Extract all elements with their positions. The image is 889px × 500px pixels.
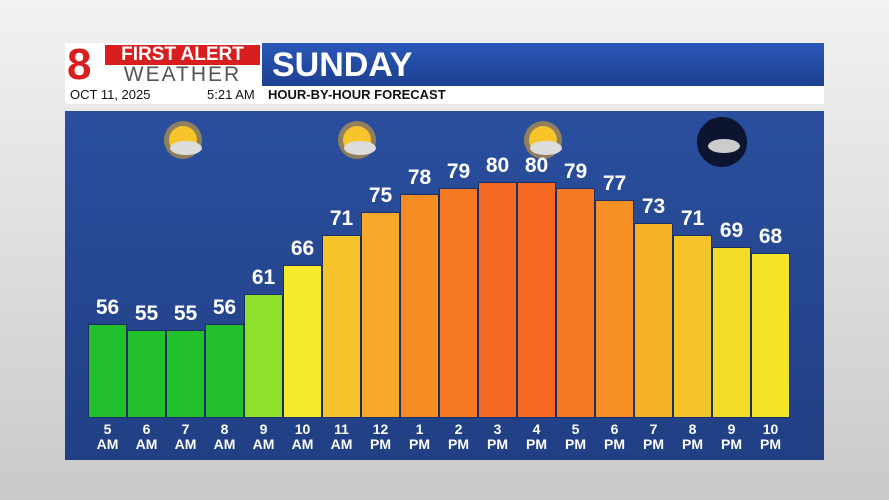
time: 5:21 AM: [207, 87, 255, 102]
value-label: 55: [134, 301, 159, 325]
bar: [517, 182, 556, 418]
value-label: 56: [212, 295, 237, 319]
x-tick-label: 9 AM: [252, 421, 275, 452]
x-tick-label: 10 PM: [760, 421, 781, 452]
value-label: 78: [407, 165, 432, 189]
x-tick-label: 4 PM: [526, 421, 547, 452]
value-label: 71: [680, 207, 705, 231]
value-label: 75: [368, 183, 393, 207]
x-tick-label: 9 PM: [721, 421, 742, 452]
bar: [673, 235, 712, 418]
day-title: SUNDAY: [272, 46, 413, 84]
x-tick-label: 6 AM: [135, 421, 158, 452]
value-label: 61: [251, 266, 276, 290]
brand-top: FIRST ALERT: [105, 45, 260, 65]
moon-icon: [697, 117, 747, 167]
value-label: 80: [524, 154, 549, 177]
x-tick-label: 8 AM: [213, 421, 236, 452]
x-tick-label: 11 AM: [330, 421, 353, 452]
info-strip: [65, 86, 824, 104]
value-label: 80: [485, 154, 510, 177]
bar: [400, 193, 439, 418]
x-tick-label: 5 PM: [565, 421, 586, 452]
date: OCT 11, 2025: [70, 87, 151, 102]
bar: [205, 323, 244, 418]
value-label: 71: [329, 207, 354, 231]
subtitle: HOUR-BY-HOUR FORECAST: [268, 87, 446, 102]
bar: [244, 294, 283, 418]
bar: [439, 187, 478, 418]
x-tick-label: 1 PM: [409, 421, 430, 452]
x-tick-label: 6 PM: [604, 421, 625, 452]
bar: [322, 235, 361, 418]
x-tick-label: 12 PM: [370, 421, 391, 452]
bar: [712, 246, 751, 418]
x-tick-label: 2 PM: [448, 421, 469, 452]
value-label: 69: [719, 218, 744, 242]
value-label: 55: [173, 301, 198, 325]
sun-icon: [164, 121, 202, 159]
bar: [751, 252, 790, 418]
value-label: 66: [290, 236, 315, 260]
x-tick-label: 7 AM: [174, 421, 197, 452]
value-label: 79: [446, 159, 471, 183]
bar: [634, 223, 673, 418]
sun-icon: [338, 121, 376, 159]
bar: [283, 264, 322, 418]
title-band: [262, 43, 824, 86]
bar: [361, 211, 400, 418]
value-label: 79: [563, 159, 588, 183]
bar: [166, 329, 205, 418]
bar: [478, 182, 517, 418]
x-tick-label: 5 AM: [96, 421, 119, 452]
bar: [595, 199, 634, 418]
sun-icon: [524, 121, 562, 159]
x-tick-label: 10 AM: [291, 421, 314, 452]
value-label: 56: [95, 295, 120, 319]
bar: [556, 187, 595, 418]
value-label: 68: [758, 224, 783, 248]
logo-mark: 8: [67, 40, 92, 89]
bar: [127, 329, 166, 418]
x-tick-label: 3 PM: [487, 421, 508, 452]
bar: [88, 323, 127, 418]
x-tick-label: 7 PM: [643, 421, 664, 452]
value-label: 73: [641, 195, 666, 219]
brand-bottom: WEATHER: [123, 63, 242, 86]
x-tick-label: 8 PM: [682, 421, 703, 452]
value-label: 77: [602, 171, 627, 195]
